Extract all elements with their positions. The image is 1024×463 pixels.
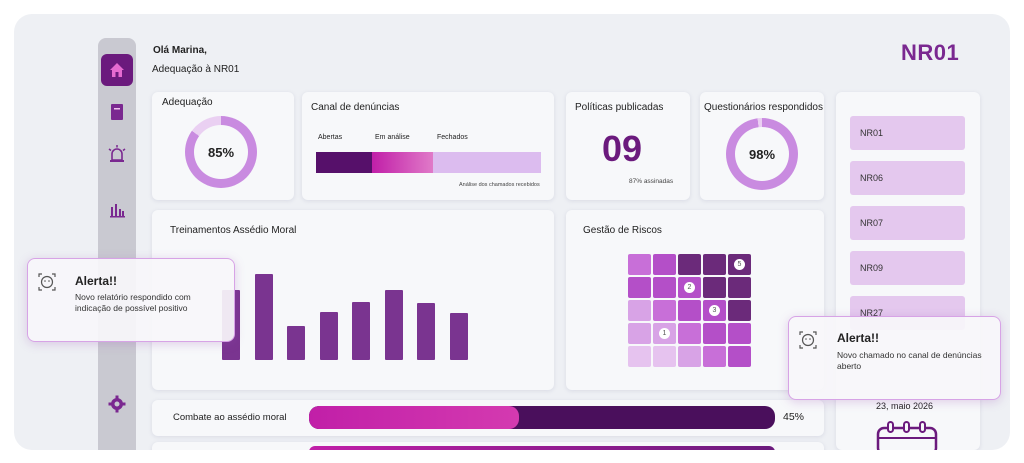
questionarios-gauge: 98% <box>726 118 798 190</box>
face-scan-icon <box>38 273 56 291</box>
canal-card: Canal de denúncias Abertas Em análise Fe… <box>302 92 554 200</box>
treinamentos-card: Treinamentos Assédio Moral <box>152 210 554 390</box>
risk-matrix: 5 2 3 1 <box>628 254 753 367</box>
treinamentos-chart <box>222 260 482 360</box>
risk-badge: 1 <box>659 328 670 339</box>
risk-cell[interactable] <box>728 277 751 298</box>
gear-icon <box>108 395 126 413</box>
risk-cell[interactable] <box>728 323 751 344</box>
book-icon <box>111 104 123 120</box>
risk-cell[interactable] <box>653 254 676 275</box>
treinamentos-title: Treinamentos Assédio Moral <box>170 225 297 236</box>
risk-cell[interactable] <box>728 300 751 321</box>
nr-item[interactable]: NR09 <box>850 251 965 285</box>
politicas-value: 09 <box>602 128 643 169</box>
calendar-icon <box>876 421 938 450</box>
current-date: 23, maio 2026 <box>876 401 934 411</box>
page-subtitle: Adequação à NR01 <box>152 64 240 75</box>
legend-abertas: Abertas <box>318 134 343 141</box>
risk-badge: 5 <box>734 259 745 270</box>
siren-icon <box>108 145 126 162</box>
training-bar <box>449 313 468 360</box>
alert-right-text: Novo chamado no canal de denúncias abert… <box>837 350 982 371</box>
canal-stacked-bar <box>316 152 541 173</box>
legend-fechados: Fechados <box>437 134 468 141</box>
progress-card: Combate ao assédio moral 45% <box>152 400 824 436</box>
training-bar <box>352 302 370 360</box>
risk-cell[interactable] <box>678 254 701 275</box>
adequacao-gauge: 85% <box>185 116 257 188</box>
home-icon <box>110 63 124 77</box>
nav-reports[interactable] <box>101 194 133 226</box>
risk-badge: 3 <box>709 305 720 316</box>
risk-cell[interactable] <box>703 346 726 367</box>
risk-cell[interactable] <box>628 277 651 298</box>
nr-item[interactable]: NR07 <box>850 206 965 240</box>
nav-alerts[interactable] <box>101 138 133 170</box>
progress-fill <box>309 406 519 429</box>
risk-cell[interactable] <box>628 254 651 275</box>
nav-documents[interactable] <box>101 96 133 128</box>
risk-cell[interactable] <box>653 277 676 298</box>
risk-cell[interactable] <box>678 323 701 344</box>
risk-cell[interactable] <box>703 323 726 344</box>
nav-home[interactable] <box>101 54 133 86</box>
risk-cell[interactable] <box>653 300 676 321</box>
segment-fechados <box>433 152 541 173</box>
risk-badge: 2 <box>684 282 695 293</box>
progress-value: 45% <box>783 411 805 423</box>
nr-item[interactable]: NR06 <box>850 161 965 195</box>
nav-settings[interactable] <box>101 388 133 420</box>
alert-left[interactable]: Alerta!! Novo relatório respondido com i… <box>27 258 235 342</box>
questionarios-value: 98% <box>748 146 776 162</box>
training-bar <box>254 274 273 360</box>
canal-caption: Análise dos chamados recebidos <box>459 182 540 188</box>
riscos-title: Gestão de Riscos <box>583 225 662 236</box>
adequacao-card: Adequação 85% <box>152 92 294 200</box>
questionarios-title: Questionários respondidos <box>704 102 823 113</box>
nr-item[interactable]: NR01 <box>850 116 965 150</box>
risk-cell[interactable] <box>628 346 651 367</box>
risk-cell[interactable] <box>653 346 676 367</box>
segment-em-analise <box>372 152 433 173</box>
training-bar <box>417 303 435 360</box>
adequacao-value: 85% <box>207 144 235 160</box>
adequacao-title: Adequação <box>162 97 213 108</box>
alert-left-text: Novo relatório respondido com indicação … <box>75 292 191 313</box>
questionarios-card: Questionários respondidos 98% <box>700 92 824 200</box>
risk-cell[interactable] <box>703 277 726 298</box>
politicas-caption: 87% assinadas <box>629 178 674 185</box>
risk-cell[interactable] <box>703 254 726 275</box>
bar-chart-icon <box>110 204 125 218</box>
risk-cell[interactable] <box>728 346 751 367</box>
training-bar <box>319 312 338 360</box>
risk-cell[interactable] <box>678 346 701 367</box>
canal-title: Canal de denúncias <box>311 102 400 113</box>
progress-label: Combate ao assédio moral <box>173 412 287 423</box>
alert-right[interactable]: Alerta!! Novo chamado no canal de denúnc… <box>788 316 1001 400</box>
face-scan-icon <box>799 331 817 349</box>
risk-cell[interactable] <box>628 300 651 321</box>
app-frame: Olá Marina, Adequação à NR01 NR01 Adequa… <box>14 14 1010 450</box>
sidebar <box>98 38 136 450</box>
risk-cell[interactable] <box>678 300 701 321</box>
riscos-card: Gestão de Riscos 5 2 3 1 <box>566 210 824 390</box>
alert-left-title: Alerta!! <box>75 274 118 288</box>
greeting: Olá Marina, <box>153 45 207 56</box>
progress-track <box>309 406 775 429</box>
brand-title: NR01 <box>901 40 960 65</box>
progress-card-2 <box>152 442 824 450</box>
legend-em-analise: Em análise <box>375 134 410 141</box>
politicas-title: Políticas publicadas <box>575 102 664 113</box>
risk-cell[interactable] <box>628 323 651 344</box>
segment-abertas <box>316 152 373 173</box>
training-bar <box>287 326 305 360</box>
politicas-card: Políticas publicadas 09 87% assinadas <box>566 92 690 200</box>
alert-right-title: Alerta!! <box>837 331 880 345</box>
training-bar <box>384 290 403 360</box>
